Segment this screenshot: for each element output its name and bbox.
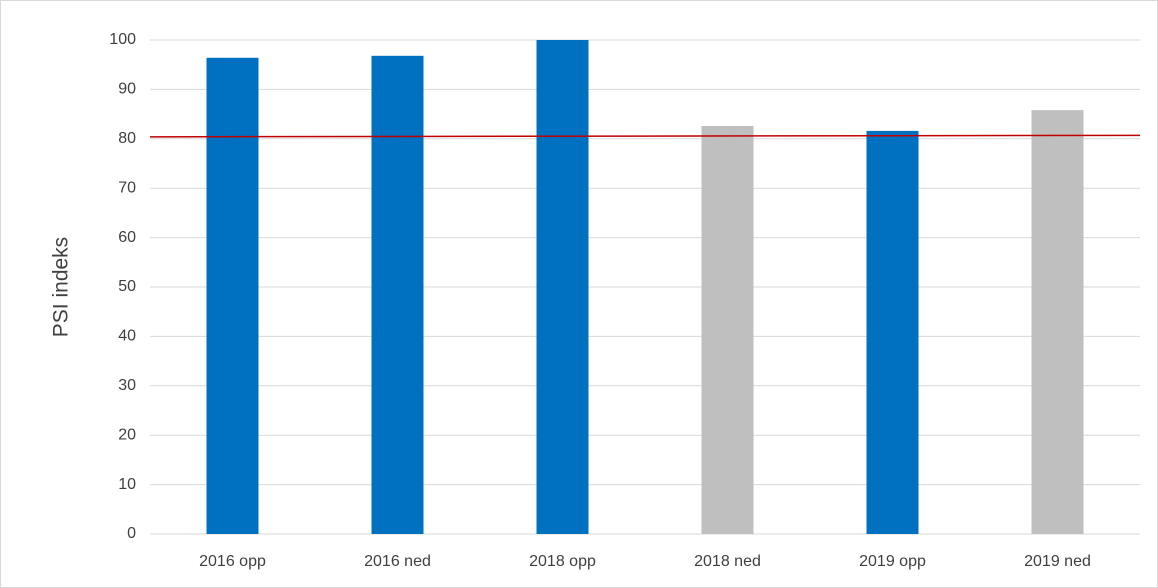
- y-tick-label: 70: [118, 179, 136, 196]
- x-tick-label: 2018 ned: [694, 553, 761, 570]
- y-tick-label: 10: [118, 476, 136, 493]
- reference-line: [149, 134, 1141, 138]
- bar: [701, 125, 754, 535]
- x-tick-label: 2019 opp: [859, 553, 926, 570]
- y-tick-label: 40: [118, 328, 136, 345]
- y-tick-label: 80: [118, 130, 136, 147]
- bar: [206, 57, 259, 535]
- x-tick-label: 2019 ned: [1024, 553, 1091, 570]
- y-tick-label: 20: [118, 426, 136, 443]
- y-axis-title: PSI indeks: [50, 237, 73, 337]
- x-tick-label: 2016 opp: [199, 553, 266, 570]
- bar: [536, 40, 589, 534]
- y-tick-label: 90: [118, 81, 136, 98]
- y-tick-label: 60: [118, 229, 136, 246]
- bar: [371, 55, 424, 535]
- x-tick-label: 2016 ned: [364, 553, 431, 570]
- y-tick-label: 50: [118, 278, 136, 295]
- bar: [866, 130, 919, 534]
- y-tick-label: 30: [118, 377, 136, 394]
- bar: [1031, 110, 1084, 534]
- y-tick-label: 0: [127, 525, 136, 542]
- x-tick-label: 2018 opp: [529, 553, 596, 570]
- y-tick-label: 100: [109, 31, 136, 48]
